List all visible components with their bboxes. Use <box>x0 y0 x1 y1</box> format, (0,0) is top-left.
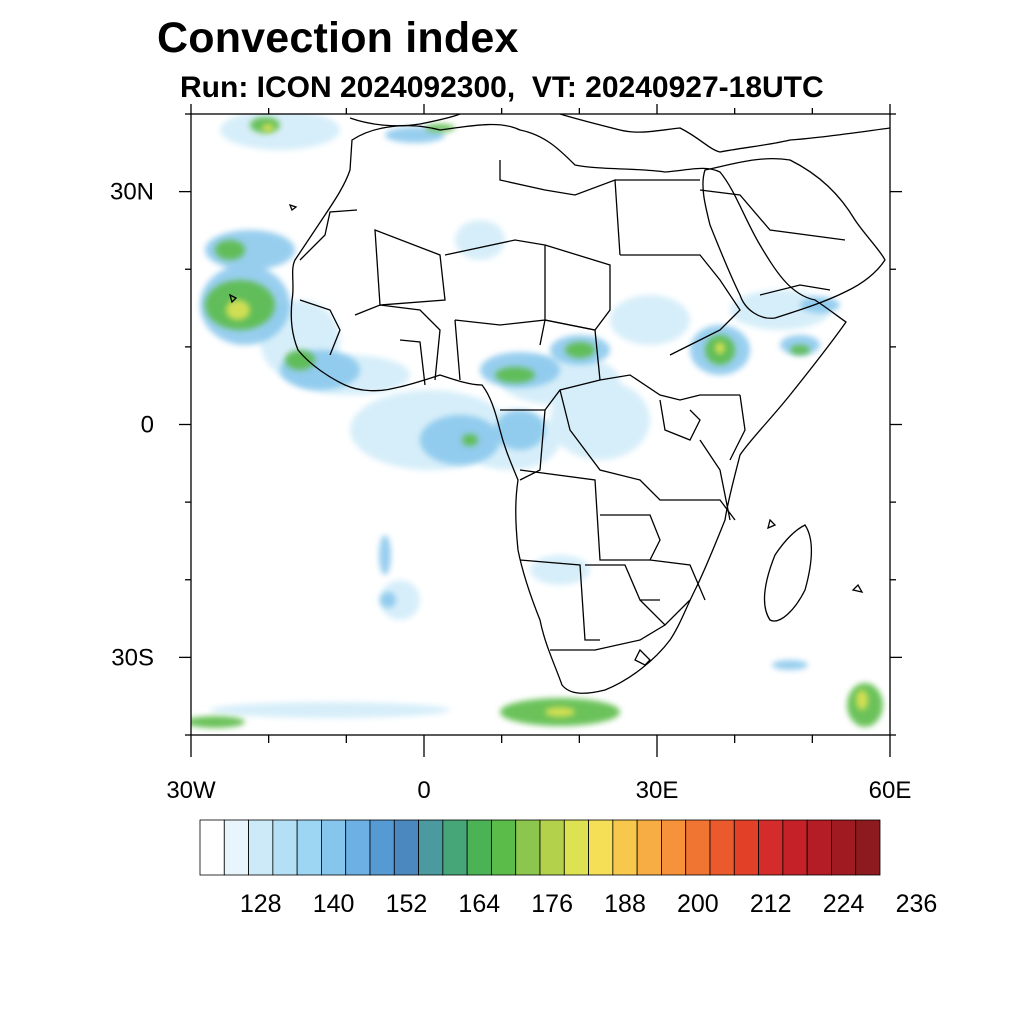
colorbar-swatch <box>806 819 832 876</box>
colorbar-label: 224 <box>823 890 865 918</box>
axis-tick-labels: 30N 0 30S 30W 0 30E 60E <box>110 179 911 804</box>
colorbar-swatch <box>466 819 492 876</box>
colorbar-swatch <box>685 819 711 876</box>
colorbar-swatch <box>369 819 395 876</box>
axis-ticks <box>179 104 902 757</box>
colorbar-label: 176 <box>531 890 573 918</box>
colorbar-swatch <box>539 819 565 876</box>
colorbar-swatch <box>661 819 687 876</box>
plot-subtitle: Run: ICON 2024092300, VT: 20240927-18UTC <box>180 71 824 104</box>
colorbar-swatch <box>636 819 662 876</box>
africa-coastline <box>290 123 847 694</box>
colorbar-swatch <box>442 819 468 876</box>
colorbar-label: 212 <box>750 890 792 918</box>
colorbar-swatch <box>393 819 419 876</box>
colorbar-swatch <box>248 819 274 876</box>
colorbar-swatch <box>321 819 347 876</box>
lat-tick-label: 0 <box>141 412 154 439</box>
coastlines <box>228 114 890 694</box>
lat-tick-label: 30S <box>111 644 154 671</box>
colorbar-labels: 128 140 152 164 176 188 200 212 224 236 <box>240 890 937 918</box>
convection-field <box>191 114 883 728</box>
colorbar-swatch <box>515 819 541 876</box>
colorbar-swatch <box>418 819 444 876</box>
colorbar-label: 188 <box>604 890 646 918</box>
lon-tick-label: 30E <box>636 777 679 804</box>
colorbar-swatch <box>758 819 784 876</box>
colorbar-swatch <box>709 819 735 876</box>
colorbar-swatch <box>345 819 371 876</box>
colorbar-swatch <box>612 819 638 876</box>
colorbar-label: 236 <box>896 890 938 918</box>
colorbar-swatch <box>491 819 517 876</box>
colorbar-label: 164 <box>458 890 500 918</box>
colorbar-swatch <box>831 819 857 876</box>
colorbar <box>199 819 881 876</box>
colorbar-swatch <box>782 819 808 876</box>
plot-title: Convection index <box>157 14 519 62</box>
colorbar-swatch <box>272 819 298 876</box>
colorbar-swatch <box>855 819 881 876</box>
madagascar-coastline <box>763 524 813 622</box>
colorbar-label: 200 <box>677 890 719 918</box>
lat-tick-label: 30N <box>110 179 154 206</box>
colorbar-label: 128 <box>240 890 282 918</box>
lon-tick-label: 30W <box>166 777 216 804</box>
colorbar-swatch <box>296 819 322 876</box>
lon-tick-label: 0 <box>417 777 430 804</box>
colorbar-swatch <box>199 819 225 876</box>
colorbar-swatch <box>733 819 759 876</box>
europe-coastline <box>349 114 461 127</box>
colorbar-label: 140 <box>313 890 355 918</box>
colorbar-swatch <box>563 819 589 876</box>
lon-tick-label: 60E <box>869 777 912 804</box>
colorbar-label: 152 <box>386 890 428 918</box>
arabia-coastline <box>702 157 886 319</box>
colorbar-swatch <box>223 819 249 876</box>
colorbar-swatch <box>588 819 614 876</box>
